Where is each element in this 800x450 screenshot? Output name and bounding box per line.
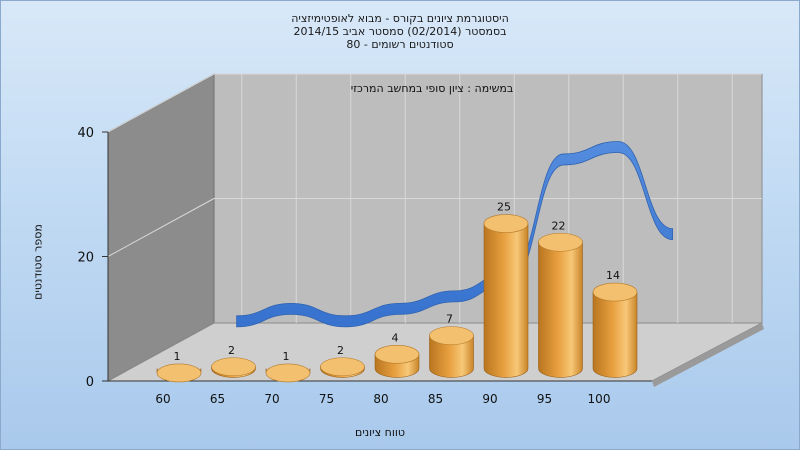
x-tick-label-80: 80 — [373, 392, 388, 406]
gridline-left-1 — [107, 198, 215, 257]
bar-95 — [538, 232, 583, 378]
chart-title-line-1: היסטוגרמת ציונים בקורס - מבוא לאופטימיזצ… — [291, 12, 509, 25]
x-tick-label-90: 90 — [482, 392, 497, 406]
chart-subtitle: במשימה : ציון סופי במחשב המרכזי — [350, 82, 514, 95]
bar-65 — [211, 357, 256, 378]
x-tick-label-70: 70 — [264, 392, 279, 406]
trend-series-ribbon — [236, 141, 673, 328]
chart-title-line-3: סטודנטים רשומים - 80 — [346, 38, 454, 51]
y-tick-label-2: 40 — [77, 126, 94, 141]
bar-value-label-65: 2 — [228, 344, 235, 357]
bar-75 — [320, 357, 365, 378]
bar-85 — [429, 326, 474, 378]
bar-value-label-85: 7 — [446, 313, 453, 326]
x-tick-label-75: 75 — [319, 392, 334, 406]
x-tick-label-60: 60 — [155, 392, 170, 406]
floor-edge — [652, 323, 764, 387]
bar-value-label-60: 1 — [174, 350, 181, 363]
bar-value-label-95: 22 — [552, 219, 566, 232]
bar-90 — [483, 214, 529, 378]
bar-100 — [592, 282, 638, 378]
bar-80 — [374, 344, 420, 378]
bar-value-label-90: 25 — [497, 201, 511, 214]
bar-value-label-75: 2 — [337, 344, 344, 357]
bar-value-label-80: 4 — [392, 331, 399, 344]
x-tick-label-95: 95 — [537, 392, 552, 406]
x-axis-label: טווח ציונים — [355, 426, 405, 439]
bar-value-label-100: 14 — [606, 269, 620, 282]
bar-value-label-70: 1 — [283, 350, 290, 363]
x-tick-label-100: 100 — [588, 392, 611, 406]
y-axis-label: מספר סטודנטים — [31, 224, 45, 300]
y-tick-label-0: 0 — [86, 375, 94, 390]
y-tick-label-1: 20 — [77, 251, 94, 266]
x-tick-label-85: 85 — [428, 392, 443, 406]
gridline-left-2 — [107, 73, 215, 133]
bar-60 — [156, 363, 202, 383]
chart-title-line-2: בסמסטר (02/2014) סמסטר אביב 2014/15 — [293, 25, 507, 38]
bar-70 — [265, 363, 311, 383]
x-tick-label-65: 65 — [210, 392, 225, 406]
